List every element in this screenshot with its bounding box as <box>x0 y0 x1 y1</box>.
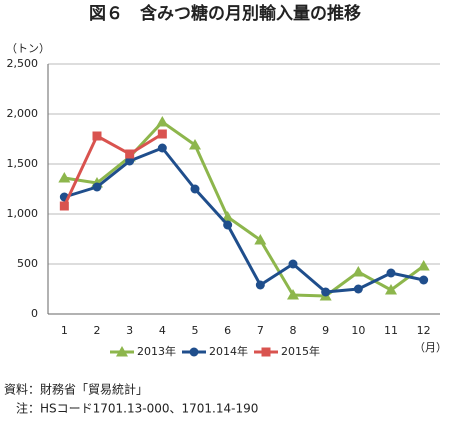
y-tick-label: 2,500 <box>7 57 39 70</box>
x-tick-label: 8 <box>290 324 297 337</box>
legend-label: 2013年 <box>137 344 176 358</box>
x-tick-label: 1 <box>61 324 68 337</box>
legend-label: 2014年 <box>209 344 248 358</box>
note: 注：HSコード1701.13-000、1701.14-190 <box>16 401 258 416</box>
marker <box>287 289 299 300</box>
x-tick-label: 12 <box>417 324 431 337</box>
series-line <box>63 146 424 294</box>
x-tick-label: 6 <box>224 324 231 337</box>
x-tick-label: 2 <box>94 324 101 337</box>
marker <box>116 346 128 357</box>
marker <box>386 268 396 278</box>
y-axis-label: （トン） <box>6 42 50 55</box>
marker <box>125 149 135 159</box>
marker <box>92 131 102 141</box>
marker <box>157 143 167 153</box>
marker <box>59 201 69 211</box>
marker <box>189 347 199 357</box>
marker <box>223 220 233 230</box>
x-tick-label: 4 <box>159 324 166 337</box>
marker <box>321 287 331 297</box>
y-tick-label: 0 <box>31 307 38 320</box>
marker <box>254 234 267 245</box>
marker <box>385 284 397 295</box>
marker <box>190 184 200 194</box>
y-tick-label: 1,000 <box>7 207 39 220</box>
y-tick-label: 500 <box>17 257 38 270</box>
legend-label: 2015年 <box>281 344 320 358</box>
series-line <box>62 132 164 207</box>
x-axis-label: （月） <box>414 341 447 354</box>
y-tick-label: 1,500 <box>7 157 39 170</box>
chart-title: 図６ 含みつ糖の月別輸入量の推移 <box>89 3 361 24</box>
marker <box>288 259 298 269</box>
marker <box>417 260 430 271</box>
marker <box>189 139 201 150</box>
x-tick-label: 7 <box>257 324 264 337</box>
x-tick-label: 10 <box>351 324 365 337</box>
x-tick-label: 5 <box>192 324 199 337</box>
marker <box>261 347 271 357</box>
marker <box>221 211 234 222</box>
marker <box>255 280 265 290</box>
x-tick-label: 3 <box>126 324 133 337</box>
marker <box>125 156 135 166</box>
marker <box>157 129 167 139</box>
y-tick-label: 2,000 <box>7 107 39 120</box>
marker <box>353 284 363 294</box>
source: 資料：財務省「貿易統計」 <box>4 382 148 397</box>
marker <box>58 172 71 183</box>
marker <box>419 275 429 285</box>
x-tick-label: 9 <box>322 324 329 337</box>
marker <box>92 182 102 192</box>
x-tick-label: 11 <box>384 324 398 337</box>
marker <box>156 116 169 127</box>
marker <box>352 266 365 277</box>
